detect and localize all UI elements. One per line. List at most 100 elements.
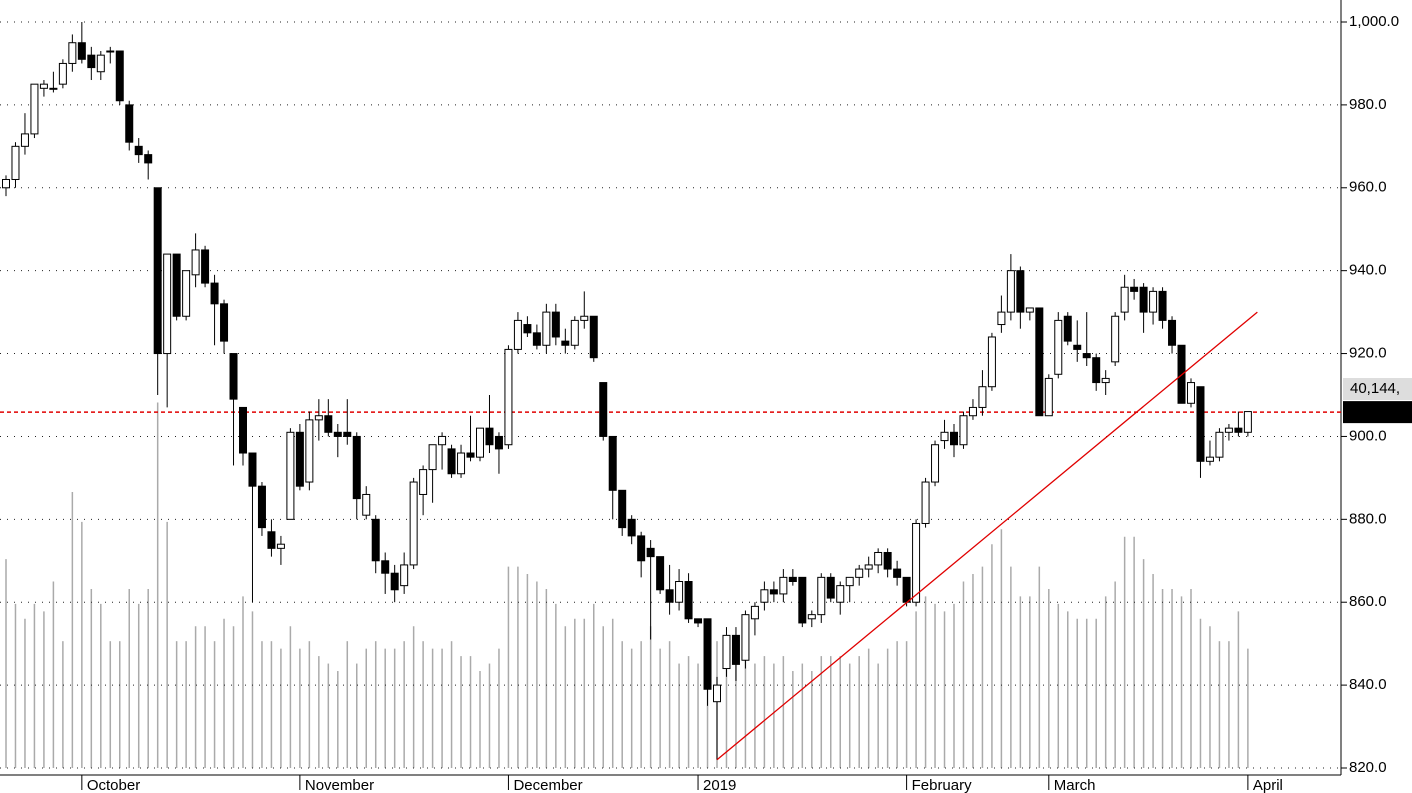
candle-body [504, 348, 513, 446]
candle-body [134, 145, 143, 156]
candle-body [741, 614, 750, 661]
candle-body [87, 54, 96, 69]
candle-body [201, 249, 210, 284]
candle-body [106, 50, 115, 53]
candle-body [428, 444, 437, 471]
candle-body [1092, 357, 1101, 384]
candle-body [580, 315, 589, 321]
candle-body [968, 406, 977, 417]
candle-body [921, 481, 930, 524]
candle-body [1111, 315, 1120, 363]
candle-body [1120, 286, 1129, 313]
candle-body [883, 551, 892, 570]
candle-body [1082, 353, 1091, 359]
candle-body [77, 42, 86, 60]
candle-body [1025, 307, 1034, 313]
candle-body [864, 564, 873, 570]
candle-body [30, 83, 39, 135]
candle-body [731, 634, 740, 665]
candle-body [447, 448, 456, 475]
y-tick-label: 880.0 [1349, 510, 1387, 527]
candle-body [551, 311, 560, 338]
candle-body [542, 311, 551, 346]
candle-body [874, 551, 883, 566]
candle-body [163, 253, 172, 355]
y-tick-label: 960.0 [1349, 179, 1387, 196]
candle-body [1168, 319, 1177, 346]
candle-body [599, 382, 608, 437]
candle-body [1016, 270, 1025, 313]
volume-label: 40,144, [1350, 380, 1400, 397]
y-tick-label: 940.0 [1349, 262, 1387, 279]
candle-body [96, 54, 105, 73]
candle-body [144, 154, 153, 164]
candle-body [627, 518, 636, 537]
candle-body [608, 435, 617, 491]
candle-body [343, 431, 352, 437]
candle-body [1063, 315, 1072, 342]
candle-body [1187, 382, 1195, 404]
y-tick-label: 900.0 [1349, 427, 1387, 444]
y-tick-label: 820.0 [1349, 759, 1387, 776]
candle-body [1054, 319, 1063, 375]
candle-body [722, 634, 731, 670]
candle-body [295, 431, 304, 487]
candle-body [618, 489, 627, 529]
candle-body [172, 253, 181, 317]
candle-body [476, 427, 484, 458]
candle-body [950, 431, 958, 446]
trendline [716, 311, 1258, 761]
candle-body [457, 452, 466, 475]
candle-body [750, 605, 759, 620]
candle-body [324, 415, 333, 433]
candle-body [125, 104, 134, 143]
candle-body [438, 435, 447, 446]
candle-body [713, 684, 721, 703]
candle-body [912, 522, 921, 603]
candle-body [115, 50, 124, 102]
candle-body [58, 62, 67, 85]
candle-body [362, 493, 371, 516]
candle-body [400, 564, 409, 587]
candle-body [1044, 377, 1053, 417]
candle-body [220, 303, 229, 342]
candle-body [419, 469, 428, 495]
candle-body [1006, 270, 1015, 313]
candle-body [494, 435, 503, 450]
candle-body [371, 518, 380, 562]
candle-body [1139, 286, 1148, 313]
candle-body [409, 481, 418, 566]
candle-body [286, 431, 295, 520]
candle-body [798, 576, 807, 624]
candle-body [646, 547, 655, 558]
candle-body [779, 576, 788, 595]
candle-body [769, 589, 778, 595]
candle-body [1205, 456, 1214, 462]
candle-body [656, 556, 665, 591]
x-tick-label: April [1253, 777, 1283, 793]
candle-body [1158, 290, 1167, 321]
candle-body [1243, 411, 1252, 433]
candle-body [1196, 386, 1205, 462]
candle-body [390, 572, 399, 591]
candle-body [229, 353, 238, 400]
candle-body [940, 431, 949, 442]
last-price-label: 905.87 [1351, 403, 1397, 420]
y-tick-label: 980.0 [1349, 96, 1387, 113]
candle-body [11, 145, 20, 180]
candle-body [1035, 307, 1044, 417]
candle-body [182, 270, 191, 317]
candle-body [807, 614, 816, 620]
x-tick-label: February [912, 777, 973, 793]
candle-body [532, 332, 541, 346]
candle-body [931, 444, 940, 483]
candle-body [1130, 286, 1139, 292]
candle-body [1234, 427, 1243, 433]
candle-body [305, 419, 314, 483]
candle-body [1224, 427, 1233, 433]
candle-body [1215, 431, 1224, 458]
candle-body [210, 282, 219, 305]
candle-body [978, 386, 987, 408]
candle-body [191, 249, 200, 276]
